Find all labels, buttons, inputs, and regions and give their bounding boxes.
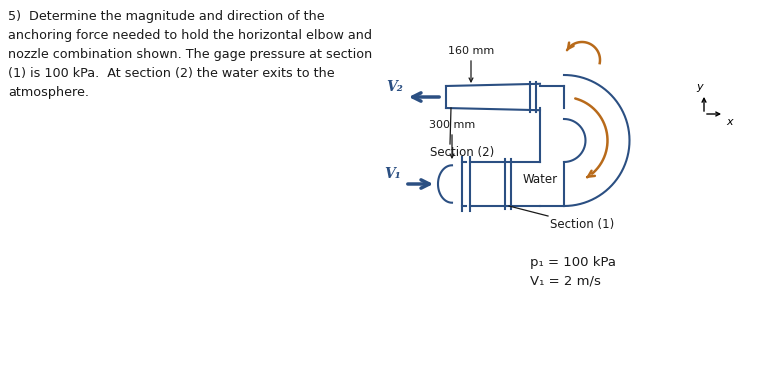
Text: Water: Water: [523, 173, 558, 186]
Text: V₁: V₁: [384, 167, 401, 181]
Text: Section (2): Section (2): [430, 146, 494, 159]
Text: Section (1): Section (1): [550, 218, 614, 231]
Text: x: x: [726, 117, 733, 127]
Text: 160 mm: 160 mm: [448, 46, 494, 56]
Text: V₂: V₂: [386, 80, 403, 94]
Text: V₁ = 2 m/s: V₁ = 2 m/s: [530, 274, 601, 287]
Text: 5)  Determine the magnitude and direction of the
anchoring force needed to hold : 5) Determine the magnitude and direction…: [8, 10, 372, 99]
Text: 300 mm: 300 mm: [429, 120, 475, 130]
Text: y: y: [696, 82, 703, 92]
Text: p₁ = 100 kPa: p₁ = 100 kPa: [530, 256, 616, 269]
